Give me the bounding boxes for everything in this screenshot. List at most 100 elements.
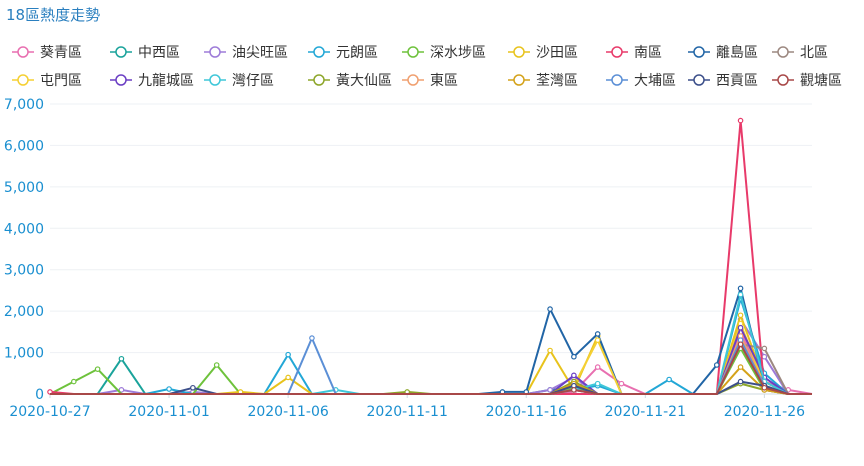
legend-label: 西貢區	[716, 73, 758, 89]
data-point	[547, 387, 553, 393]
legend-marker-icon	[209, 74, 221, 86]
series-line	[50, 314, 812, 395]
legend-marker-icon	[693, 74, 705, 86]
data-point	[737, 117, 744, 124]
legend-item[interactable]: 中西區	[110, 45, 180, 61]
legend-item[interactable]: 沙田區	[508, 45, 578, 61]
legend-label: 葵青區	[40, 45, 82, 61]
legend-marker-icon	[313, 46, 325, 58]
data-point	[285, 351, 291, 358]
series-line	[50, 335, 812, 395]
series-line	[50, 318, 812, 395]
series-group	[50, 324, 812, 395]
data-point	[737, 285, 744, 292]
legend-label: 九龍城區	[138, 72, 194, 89]
legend-item[interactable]: 觀塘區	[772, 73, 842, 89]
data-point	[737, 364, 744, 370]
legend-item[interactable]: 大埔區	[606, 73, 676, 89]
series-group	[50, 333, 812, 395]
legend-item[interactable]: 灣仔區	[204, 73, 274, 89]
x-tick-label: 2020-11-01	[128, 404, 209, 420]
series-group	[50, 341, 812, 395]
series-group	[50, 312, 812, 395]
legend-item[interactable]: 黃大仙區	[308, 73, 392, 89]
legend-item[interactable]: 東區	[402, 73, 458, 89]
x-tick-label: 2020-11-21	[605, 404, 686, 420]
legend-marker-icon	[611, 74, 623, 86]
data-point	[213, 362, 220, 368]
series-line	[50, 337, 812, 395]
legend-marker-icon	[513, 74, 525, 86]
legend-marker-icon	[777, 74, 789, 86]
data-point	[190, 384, 196, 391]
data-point	[285, 374, 291, 381]
data-point	[547, 347, 553, 354]
data-point	[737, 341, 744, 348]
legend-label: 南區	[634, 45, 662, 61]
legend-item[interactable]: 南區	[606, 45, 662, 61]
data-point	[737, 312, 744, 319]
legend-item[interactable]: 屯門區	[12, 73, 82, 89]
y-tick-label: 0	[35, 387, 44, 403]
x-axis: 2020-10-27 2020-11-01 2020-11-06 2020-11-11…	[9, 394, 805, 420]
y-tick-label: 1,000	[4, 346, 44, 362]
y-tick-label: 2,000	[4, 304, 44, 320]
x-tick-label: 2020-11-11	[367, 404, 448, 420]
grid-lines	[50, 103, 812, 395]
y-tick-label: 6,000	[4, 138, 44, 154]
legend-item[interactable]: 油尖旺區	[204, 45, 288, 61]
chart-title: 18區熱度走勢	[6, 6, 100, 24]
legend-item[interactable]: 深水埗區	[402, 45, 486, 61]
legend-marker-icon	[209, 46, 221, 58]
data-point	[761, 384, 768, 391]
series-group	[50, 337, 812, 395]
legend-item[interactable]: 元朗區	[308, 45, 378, 61]
legend-item[interactable]: 荃灣區	[508, 72, 578, 89]
legend-marker-icon	[115, 74, 127, 86]
data-point	[761, 353, 768, 360]
series-line	[50, 339, 812, 395]
legend-item[interactable]: 葵青區	[12, 45, 82, 61]
legend-label: 觀塘區	[800, 73, 842, 89]
legend-marker-icon	[513, 46, 525, 58]
legend-marker-icon	[611, 46, 623, 58]
legend-item[interactable]: 西貢區	[688, 73, 758, 89]
data-point	[666, 376, 672, 383]
data-point	[737, 291, 744, 298]
data-point	[309, 335, 315, 341]
legend-marker-icon	[777, 46, 789, 58]
legend-marker-icon	[17, 74, 29, 86]
data-point	[594, 337, 601, 343]
series-group	[50, 335, 812, 395]
data-point	[118, 387, 125, 393]
legend-item[interactable]: 九龍城區	[110, 72, 194, 89]
data-point	[547, 306, 553, 312]
legend-label: 大埔區	[634, 73, 676, 89]
data-point	[737, 378, 744, 385]
legend-label: 屯門區	[40, 73, 82, 89]
data-point	[571, 387, 577, 393]
x-tick-label: 2020-11-06	[247, 404, 328, 420]
legend-item[interactable]: 離島區	[688, 44, 758, 61]
series-layer	[47, 117, 813, 395]
y-tick-label: 4,000	[4, 221, 44, 237]
series-group	[50, 320, 812, 395]
y-tick-label: 7,000	[4, 97, 44, 113]
data-point	[761, 345, 768, 352]
data-point	[737, 324, 744, 331]
legend-marker-icon	[17, 46, 29, 58]
legend-label: 北區	[800, 45, 828, 61]
legend-marker-icon	[313, 74, 325, 86]
legend-label: 深水埗區	[430, 45, 486, 61]
data-point	[618, 380, 625, 387]
series-group	[50, 291, 812, 395]
data-point	[713, 362, 720, 368]
data-point	[571, 372, 577, 379]
y-axis: 0 1,000 2,000 3,000 4,000 5,000 6,000 7,000	[4, 97, 44, 403]
data-point	[594, 331, 601, 337]
series-line	[50, 330, 813, 395]
legend-item[interactable]: 北區	[772, 45, 828, 61]
legend-label: 油尖旺區	[232, 45, 288, 61]
series-line	[50, 343, 812, 395]
